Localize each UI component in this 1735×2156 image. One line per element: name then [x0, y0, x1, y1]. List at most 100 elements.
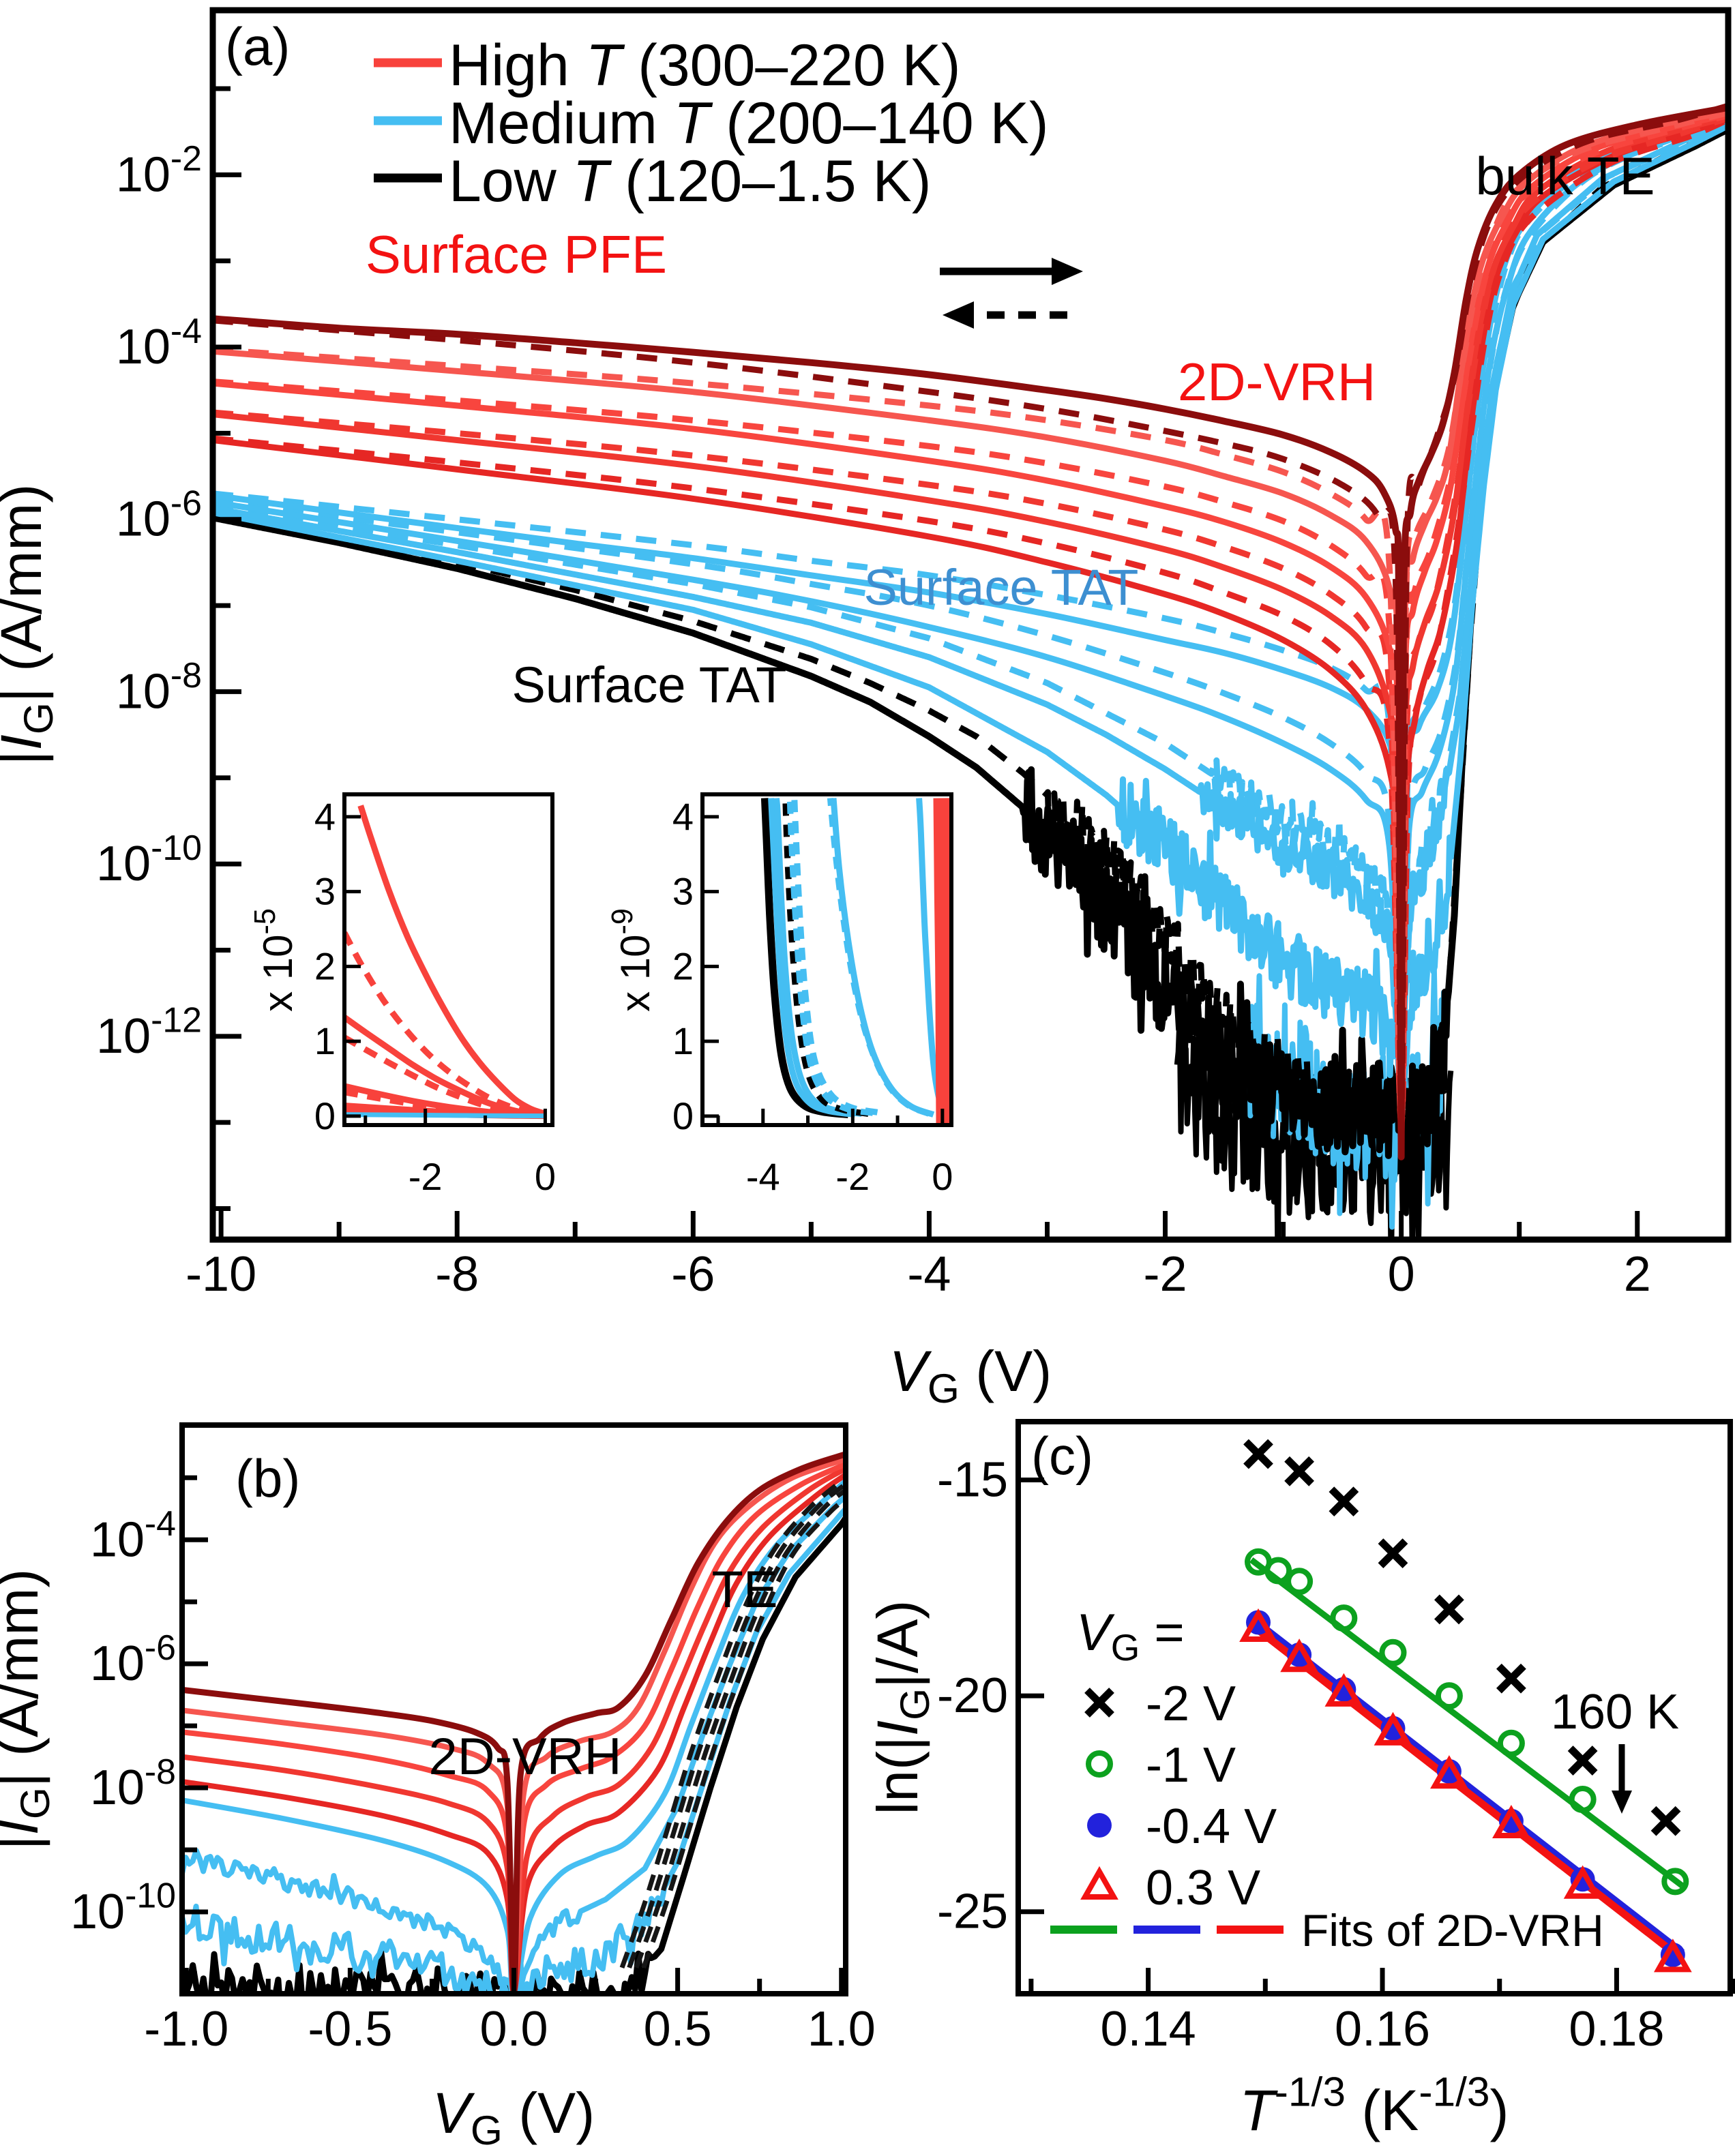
x-axis-title: VG (V) — [889, 1339, 1052, 1411]
panel-a-letter: (a) — [225, 16, 290, 76]
x-tick-label: 0.5 — [644, 2002, 712, 2056]
series-iR-black — [760, 798, 849, 1119]
x-tick-label: 0.18 — [1569, 2002, 1664, 2056]
x-tick-label: -4 — [907, 1247, 951, 1302]
x-tick-label: 1.0 — [807, 2002, 876, 2056]
x-axis-title: VG (V) — [432, 2081, 595, 2153]
annotation-160k: 160 K — [1551, 1685, 1679, 1739]
ticks — [702, 815, 945, 1125]
legend-header: VG = — [1076, 1604, 1185, 1668]
marker-x — [1434, 1594, 1464, 1625]
panel-a-series — [213, 102, 1728, 1240]
legend-label: -1 V — [1146, 1738, 1236, 1793]
panel-a-legend: High T (300–220 K)Medium T (200–140 K)Lo… — [374, 33, 1049, 214]
axes-frame — [700, 792, 953, 1127]
legend-label: High T (300–220 K) — [449, 33, 961, 98]
x-tick-label: -0.5 — [308, 2002, 392, 2056]
legend-label: Medium T (200–140 K) — [449, 91, 1049, 156]
series-b-240K — [182, 1466, 846, 1994]
marker-open-triangle — [1430, 1755, 1468, 1789]
x-tick-label: -6 — [671, 1247, 715, 1302]
series-iR-blue-2 — [773, 798, 863, 1117]
x-tick-label: -2 — [1144, 1247, 1187, 1302]
panel-c-scatter — [1239, 1439, 1692, 1973]
y-axis-title: ln(|IG|/A) — [865, 1600, 938, 1815]
series-fit-03V — [1249, 1621, 1685, 1962]
inset-x-tick-label: -2 — [835, 1155, 870, 1198]
x-tick-label: -8 — [435, 1247, 479, 1302]
ticks — [182, 1475, 844, 1994]
series-160K-forward — [213, 121, 1728, 1092]
panel-c-fits — [1249, 1557, 1685, 1962]
marker-open-circle — [1569, 1786, 1597, 1814]
y-tick-label: 10-10 — [70, 1876, 176, 1939]
inset-y-tick-label: 4 — [314, 795, 336, 838]
series-b-280K — [182, 1456, 846, 1994]
series-b-TE-fit-1 — [619, 1476, 846, 1968]
marker-x — [1329, 1486, 1359, 1517]
y-axis-title: |IG| (A/mm) — [0, 1569, 58, 1851]
x-tick-label: 0.14 — [1101, 2002, 1196, 2056]
y-tick-label: -25 — [937, 1885, 1008, 1939]
inset-y-tick-label: 0 — [672, 1094, 694, 1137]
annotation-2d-vrh: 2D-VRH — [429, 1728, 622, 1786]
series-iR-diag — [830, 798, 935, 1118]
fits-legend-label: Fits of 2D-VRH — [1301, 1905, 1604, 1956]
inset-y-tick-label: 1 — [672, 1019, 694, 1062]
marker-open-circle — [1379, 1638, 1407, 1666]
y-tick-label: 10-4 — [116, 311, 202, 374]
series-iL-300-fwd — [357, 805, 546, 1117]
panel-c-letter: (c) — [1031, 1426, 1093, 1486]
arrow-head — [943, 301, 974, 329]
marker-open-triangle — [1324, 1673, 1363, 1707]
marker-x — [1496, 1663, 1526, 1694]
series-iR-black-rev — [782, 798, 870, 1117]
axis-labels: 0.14 0.16 0.18 -15 -20 -25 — [937, 1452, 1665, 2056]
series-iR-blue-1-rev — [786, 798, 874, 1116]
sweep-arrow — [943, 301, 1067, 329]
series-b-TE-fit-4 — [641, 1497, 846, 1968]
marker-filled-circle — [1498, 1808, 1524, 1833]
panel-b: -1.0 -0.5 0.0 0.5 1.0 10-4 10-6 10-8 10-10 VG (V)… — [0, 1422, 876, 2153]
marker-filled-circle — [1087, 1813, 1112, 1838]
arrow-head — [1052, 258, 1083, 285]
marker-x — [1650, 1806, 1681, 1836]
series-iL-medium-T — [344, 1112, 546, 1119]
inset-y-tick-label: 4 — [672, 795, 694, 838]
legend-label: -0.4 V — [1146, 1799, 1277, 1854]
inset-linear-blue: -4 -2 0 0 1 2 3 4 x 10-9 — [606, 792, 953, 1198]
y-tick-label: 10-12 — [96, 1000, 202, 1064]
marker-filled-circle — [1287, 1642, 1312, 1667]
inset-x-tick-label: 0 — [932, 1155, 953, 1198]
x-tick-label: 0.0 — [479, 2002, 548, 2056]
panel-c: 0.14 0.16 0.18 -15 -20 -25 T-1/3 (K-1/3) ln(|IG… — [865, 1419, 1735, 2142]
series-300K-forward — [213, 104, 1728, 1161]
y-tick-label: 10-2 — [116, 138, 202, 202]
series-b-260K — [182, 1461, 846, 1994]
legend-label: 0.3 V — [1146, 1861, 1260, 1915]
marker-open-triangle — [1492, 1804, 1530, 1839]
annotation-te: TE — [711, 1561, 777, 1619]
marker-open-circle — [1264, 1557, 1292, 1585]
annotation-bulk-te: bulk TE — [1475, 146, 1655, 206]
y-axis-title: |IG| (A/mm) — [0, 484, 61, 766]
series-b-220K — [182, 1472, 846, 1994]
x-tick-label: 0 — [1388, 1247, 1415, 1302]
y-tick-label: 10-6 — [116, 483, 202, 546]
x-tick-label: 0.16 — [1335, 2002, 1430, 2056]
series-b-TE-fit-3 — [634, 1488, 846, 1968]
x-tick-label: -10 — [186, 1247, 256, 1302]
marker-open-circle — [1330, 1604, 1358, 1632]
inset-x-tick-label: -2 — [409, 1155, 443, 1198]
axis-labels: -1.0 -0.5 0.0 0.5 1.0 10-4 10-6 10-8 10-10 — [70, 1503, 876, 2056]
ticks — [344, 815, 547, 1125]
panel-b-letter: (b) — [235, 1448, 300, 1508]
scatter-VG-03V — [1239, 1608, 1692, 1973]
legend-label: Low T (120–1.5 K) — [449, 149, 932, 214]
inset-x-tick-label: 0 — [535, 1155, 556, 1198]
annotation-arrow — [1612, 1744, 1632, 1814]
marker-open-circle — [1661, 1868, 1689, 1896]
ticks — [1018, 1477, 1735, 1994]
series-iR-red-spike — [933, 798, 951, 1124]
